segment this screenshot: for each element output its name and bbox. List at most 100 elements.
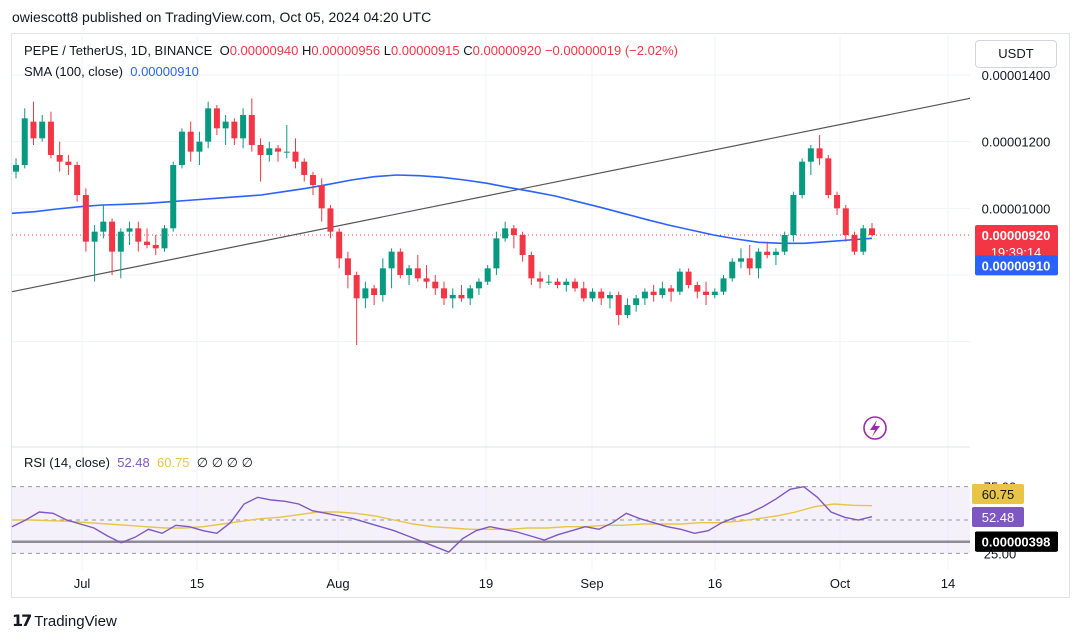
candle-body [825, 158, 832, 195]
candle-body [248, 115, 255, 145]
candle-body [598, 291, 605, 299]
candle-body [318, 185, 325, 209]
candle-body [47, 121, 54, 155]
candle-body [257, 145, 264, 155]
rsi-value-label: 52.48 [982, 510, 1015, 525]
sma-value: 0.00000910 [130, 64, 199, 79]
candle-body [624, 305, 631, 315]
time-tick: 14 [941, 576, 955, 591]
candle-body [21, 118, 28, 165]
candle-body [91, 231, 98, 242]
low-label: L [383, 43, 391, 58]
candle-body [353, 275, 360, 299]
candle-body [694, 285, 701, 292]
rsi-band [12, 486, 970, 554]
candle-body [510, 228, 517, 235]
candle-body [292, 151, 299, 162]
candle-body [423, 278, 430, 282]
candle-body [56, 155, 63, 162]
candle-body [152, 245, 159, 249]
candle-body [126, 228, 133, 232]
trendline [11, 97, 971, 293]
tradingview-logo[interactable]: 𝟭𝟳 TradingView [12, 611, 117, 631]
sma-legend[interactable]: SMA (100, close) 0.00000910 [24, 64, 199, 79]
candle-body [842, 208, 849, 235]
low-value: 0.00000915 [390, 43, 460, 58]
time-axis: Jul 15 Aug 19 Sep 16 Oct 14 [74, 576, 956, 591]
candle-body [589, 291, 596, 299]
candle-body [161, 228, 168, 249]
candle-body [746, 258, 753, 269]
sma-price-box [975, 255, 1058, 276]
currency-button[interactable]: USDT [975, 40, 1057, 68]
candle-body [467, 288, 474, 299]
candle-body [537, 278, 544, 282]
rsi-ma-value: 60.75 [157, 455, 190, 470]
symbol-label[interactable]: PEPE / TetherUS, 1D, BINANCE [24, 43, 213, 58]
candle-body [388, 251, 395, 269]
candle-body [633, 298, 640, 305]
rsi-legend[interactable]: RSI (14, close) 52.48 60.75 ∅ ∅ ∅ ∅ [24, 455, 253, 471]
rsi-ma-box [972, 484, 1024, 504]
candle-body [362, 288, 369, 299]
candle-body [13, 165, 19, 172]
candle-body [659, 288, 666, 295]
time-tick: 19 [479, 576, 493, 591]
candle-body [475, 281, 482, 289]
candle-body [65, 161, 72, 165]
rsi-label: RSI (14, close) [24, 455, 110, 470]
change-value: −0.00000019 (−2.02%) [544, 43, 678, 58]
sma-price-label: 0.00000910 [982, 258, 1051, 273]
rsi-tick: 25.00 [984, 546, 1017, 561]
candle-body [397, 251, 404, 275]
candle-body [406, 268, 413, 275]
candle-body [144, 241, 151, 245]
high-value: 0.00000956 [311, 43, 381, 58]
candle-body [816, 148, 823, 159]
candle-body [807, 148, 814, 162]
candle-body [205, 108, 212, 142]
candle-body [309, 175, 316, 185]
candle-body [720, 278, 727, 292]
candle-body [650, 291, 657, 295]
trendline-layer [11, 97, 971, 293]
price-tick: 0.00001200 [982, 135, 1051, 150]
candle-body [441, 288, 447, 299]
candle-body [781, 235, 788, 252]
candle-body [703, 291, 710, 295]
candle-body [572, 281, 579, 289]
candle-body [371, 288, 378, 295]
candle-body [266, 148, 273, 155]
candle-body [606, 295, 613, 299]
candle-body [554, 281, 561, 285]
candle-body [563, 281, 570, 285]
price-tick: 0.00001000 [982, 201, 1051, 216]
candle-body [432, 281, 439, 289]
sma-line [11, 174, 873, 245]
candle-body [196, 141, 203, 152]
time-tick: 15 [190, 576, 204, 591]
candle-body [449, 295, 456, 299]
candle-body [30, 121, 37, 139]
candle-body [502, 228, 509, 239]
candle-body [729, 261, 736, 279]
candle-body [519, 235, 526, 255]
candle-body [641, 291, 648, 299]
candle-body [379, 268, 386, 295]
open-label: O [219, 43, 230, 58]
candle-body [117, 231, 124, 252]
level-label-bg [975, 531, 1058, 552]
lightning-icon[interactable] [863, 416, 887, 440]
candle-body [82, 195, 89, 242]
candle-body [580, 288, 587, 299]
candle-body [458, 295, 465, 299]
rsi-ma-line [12, 503, 873, 530]
candle-body [869, 228, 875, 235]
candle-body [222, 121, 229, 129]
candle-body [275, 148, 282, 152]
rsi-line [11, 485, 873, 553]
candle-body [344, 258, 351, 275]
candle-body [711, 291, 718, 295]
tradingview-brand: TradingView [34, 612, 117, 630]
